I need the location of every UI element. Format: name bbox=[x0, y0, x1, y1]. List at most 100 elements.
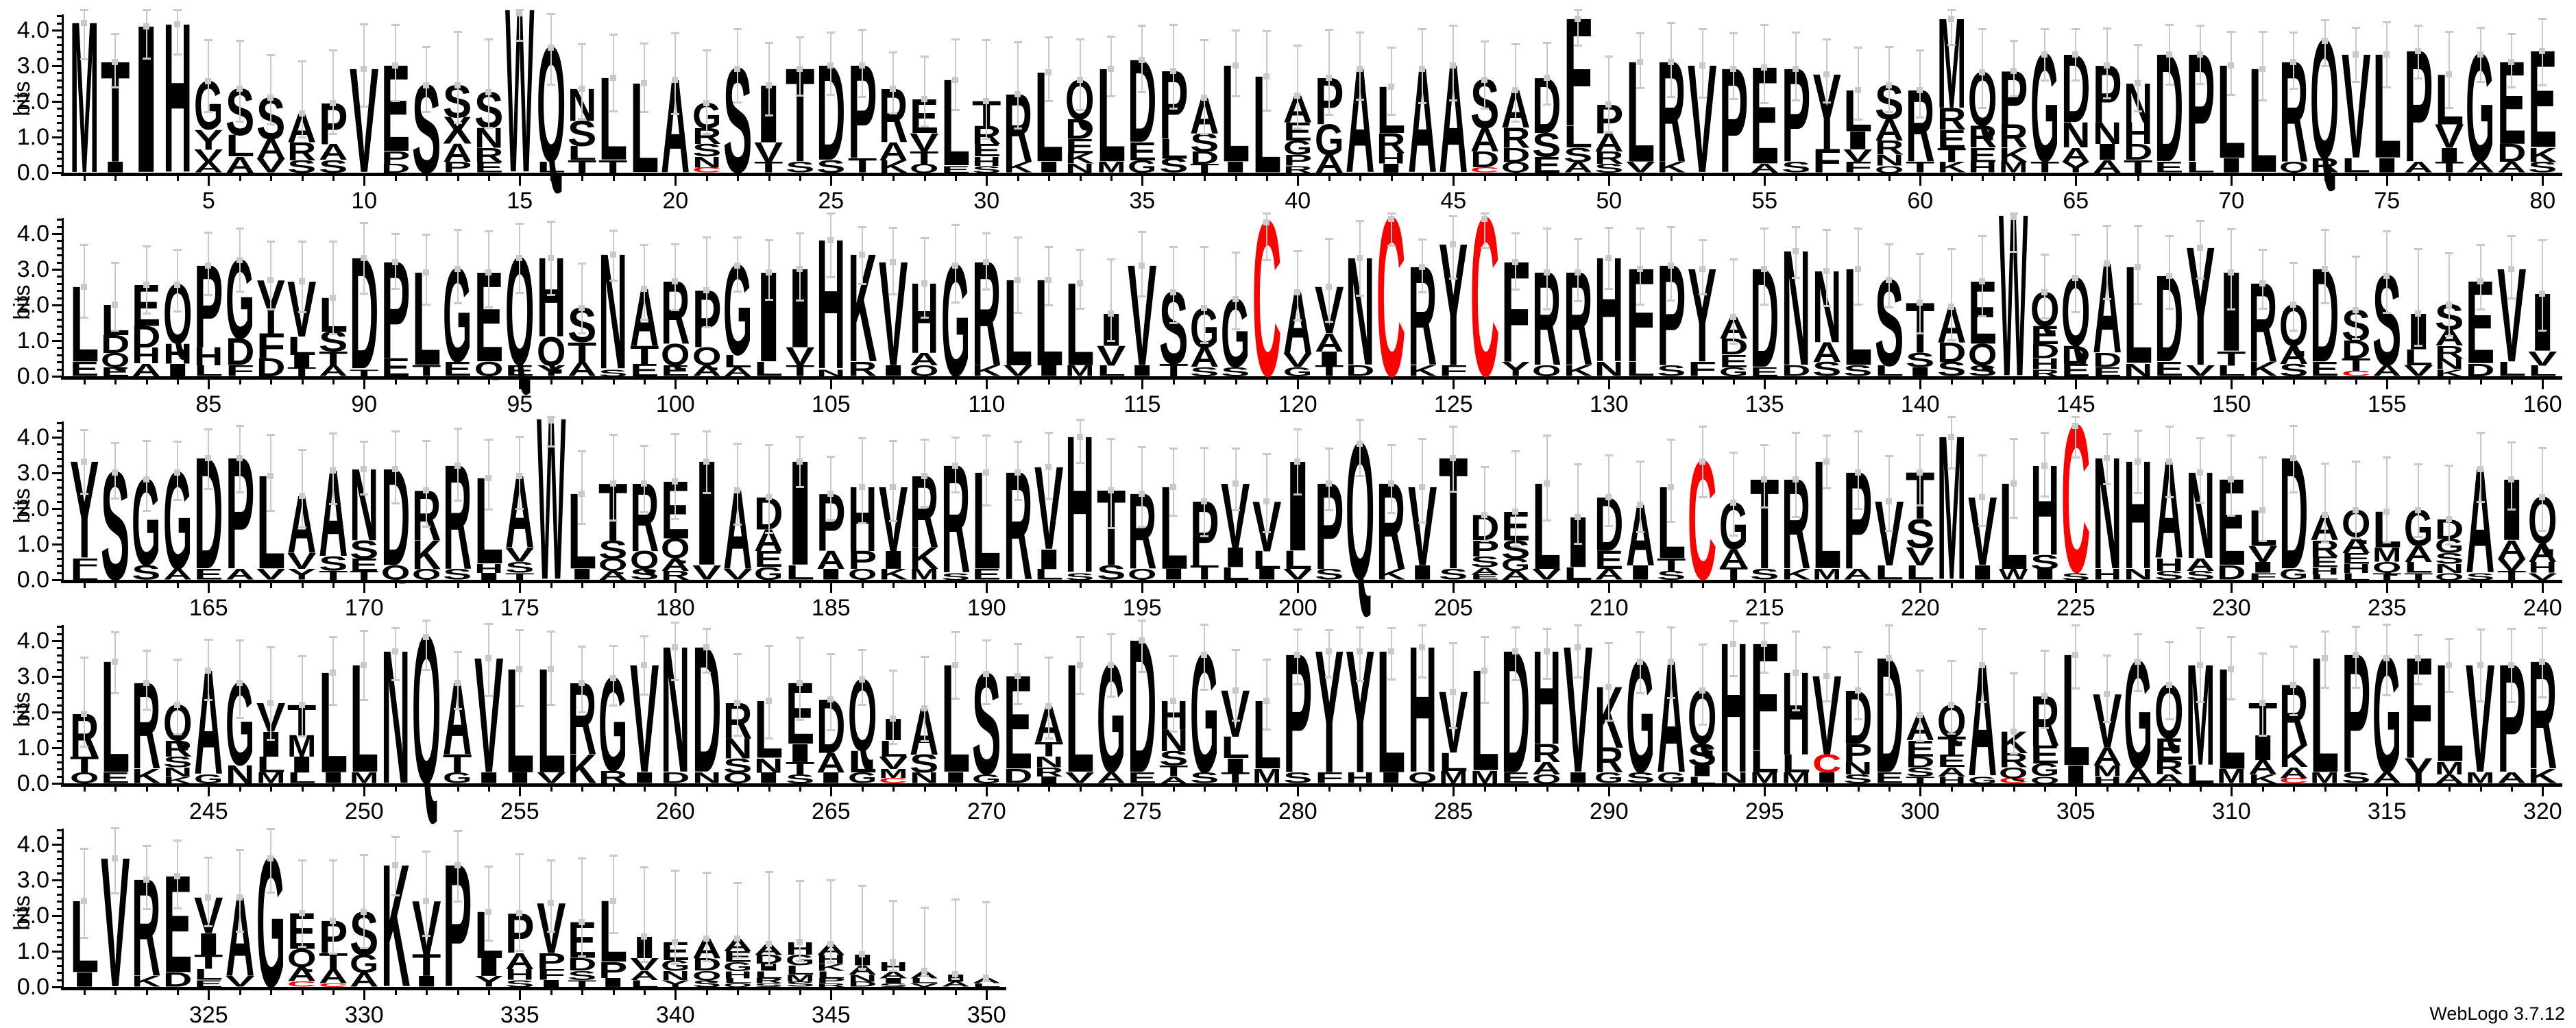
error-bar-cap-bottom bbox=[1729, 342, 1738, 345]
error-bar-cap-top bbox=[920, 655, 929, 658]
error-bar-mean-marker bbox=[2507, 662, 2514, 669]
error-bar bbox=[889, 440, 898, 522]
error-bar-cap-top bbox=[1480, 635, 1489, 638]
x-axis-tick bbox=[923, 380, 926, 384]
error-bar-cap-top bbox=[2445, 252, 2454, 255]
x-axis-tick bbox=[2449, 380, 2451, 384]
error-bar-cap-top bbox=[422, 619, 431, 622]
error-bar-mean-marker bbox=[734, 262, 741, 269]
error-bar-mean-marker bbox=[1729, 314, 1736, 321]
logo-letter-P-pos-11: P bbox=[381, 147, 410, 168]
error-bar-mean-marker bbox=[579, 491, 585, 498]
error-bar bbox=[2040, 432, 2049, 498]
error-bar-cap-top bbox=[515, 8, 524, 11]
svg-text:C: C bbox=[1470, 171, 1499, 424]
error-bar bbox=[2009, 672, 2018, 755]
logo-letter-T-pos-92: T bbox=[412, 362, 441, 379]
error-bar-cap-bottom bbox=[2538, 696, 2547, 698]
error-bar-cap-bottom bbox=[2227, 514, 2236, 517]
error-bar-cap-top bbox=[1449, 426, 1458, 428]
logo-letter-A-pos-117: A bbox=[1190, 342, 1219, 374]
error-bar-mean-marker bbox=[672, 644, 679, 651]
error-bar bbox=[1262, 658, 1271, 731]
error-bar-cap-bottom bbox=[1698, 723, 1707, 726]
error-bar bbox=[1106, 35, 1115, 98]
error-bar-mean-marker bbox=[827, 237, 834, 244]
error-bar-cap-top bbox=[1854, 227, 1862, 230]
error-bar bbox=[702, 871, 711, 963]
error-bar-cap-top bbox=[1542, 434, 1551, 437]
error-bar-cap-bottom bbox=[142, 313, 151, 315]
error-bar-cap-top bbox=[1823, 646, 1832, 649]
error-bar bbox=[889, 51, 898, 115]
error-bar-cap-top bbox=[328, 636, 337, 639]
error-bar bbox=[142, 8, 151, 60]
error-bar bbox=[2227, 228, 2236, 310]
y-axis-tick-label: 4.0 bbox=[16, 424, 49, 450]
error-bar-cap-bottom bbox=[173, 498, 182, 501]
y-axis-tick bbox=[57, 697, 62, 700]
error-bar bbox=[1262, 30, 1271, 112]
error-bar-cap-top bbox=[1231, 648, 1240, 651]
error-bar-cap-bottom bbox=[951, 697, 960, 700]
error-bar-mean-marker bbox=[796, 265, 803, 272]
error-bar-cap-bottom bbox=[1169, 321, 1178, 324]
error-bar bbox=[80, 428, 88, 495]
y-axis-tick bbox=[57, 857, 62, 860]
error-bar bbox=[609, 854, 618, 935]
error-bar-cap-bottom bbox=[1573, 299, 1582, 302]
x-axis-tick bbox=[768, 787, 770, 792]
error-bar-mean-marker bbox=[579, 85, 585, 92]
error-bar-cap-top bbox=[360, 853, 369, 856]
error-bar-cap-top bbox=[1884, 243, 1893, 246]
logo-letter-I-pos-66: I bbox=[2093, 140, 2122, 166]
error-bar-cap-bottom bbox=[1511, 288, 1520, 291]
error-bar-cap-bottom bbox=[1823, 487, 1832, 489]
error-bar-mean-marker bbox=[205, 668, 212, 674]
x-axis-tick-label: 25 bbox=[818, 188, 845, 214]
error-bar-mean-marker bbox=[672, 938, 679, 945]
logo-letter-S-pos-36: S bbox=[1159, 154, 1188, 178]
error-bar-cap-top bbox=[297, 240, 306, 243]
error-bar-cap-top bbox=[1542, 42, 1551, 45]
error-bar bbox=[1916, 669, 1925, 742]
error-bar-mean-marker bbox=[1263, 498, 1269, 504]
error-bar-cap-top bbox=[235, 849, 244, 852]
error-bar-cap-bottom bbox=[1760, 506, 1769, 509]
x-axis-tick bbox=[705, 176, 708, 181]
error-bar-cap-top bbox=[297, 60, 306, 63]
error-bar-mean-marker bbox=[890, 258, 897, 265]
error-bar-mean-marker bbox=[516, 10, 523, 16]
error-bar-mean-marker bbox=[1979, 278, 1986, 285]
error-bar bbox=[795, 232, 804, 302]
error-bar-cap-top bbox=[702, 627, 711, 630]
error-bar-cap-top bbox=[1978, 234, 1987, 237]
svg-text:W: W bbox=[537, 370, 566, 628]
x-axis-tick bbox=[426, 990, 428, 995]
error-bar-cap-bottom bbox=[546, 704, 555, 707]
logo-letter-L-pos-74: L bbox=[2342, 154, 2370, 178]
logo-letter-N-pos-130: N bbox=[1594, 358, 1623, 381]
error-bar-cap-top bbox=[1045, 245, 1054, 248]
error-bar-cap-bottom bbox=[2258, 99, 2267, 102]
x-axis-tick bbox=[2137, 380, 2140, 384]
y-axis-tick bbox=[57, 79, 62, 82]
error-bar-cap-top bbox=[1200, 623, 1209, 626]
y-axis-tick bbox=[57, 150, 62, 153]
x-axis-tick bbox=[2293, 380, 2296, 384]
error-bar-cap-top bbox=[111, 827, 120, 830]
error-bar-mean-marker bbox=[2507, 476, 2514, 483]
error-bar-cap-top bbox=[1667, 439, 1676, 441]
error-bar-cap-bottom bbox=[235, 120, 244, 123]
logo-letter-Q-pos-28: Q bbox=[910, 161, 938, 175]
error-bar-cap-top bbox=[1076, 418, 1084, 421]
logo-letter-S-pos-117: S bbox=[1190, 365, 1219, 379]
error-bar-cap-bottom bbox=[1791, 709, 1800, 711]
x-axis-tick bbox=[705, 990, 708, 995]
error-bar bbox=[1231, 448, 1240, 511]
x-axis-tick-label: 85 bbox=[195, 391, 222, 417]
error-bar-cap-top bbox=[1356, 419, 1365, 421]
error-bar-cap-bottom bbox=[640, 961, 648, 963]
error-bar-cap-bottom bbox=[1231, 328, 1240, 331]
error-bar-mean-marker bbox=[1917, 712, 1923, 719]
